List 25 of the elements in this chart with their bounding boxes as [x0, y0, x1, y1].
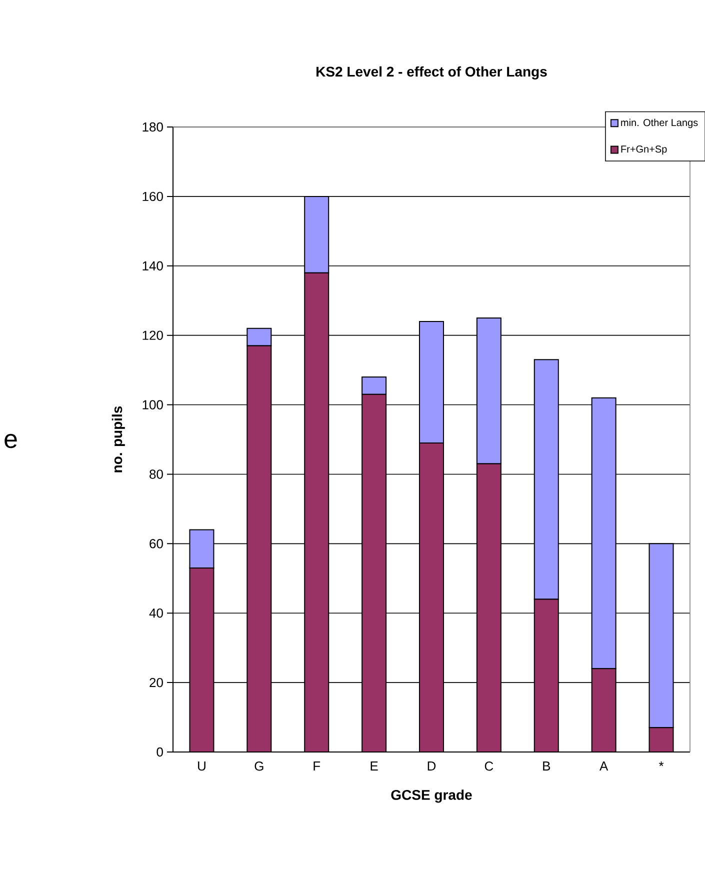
chart-title: KS2 Level 2 - effect of Other Langs [316, 66, 547, 80]
y-tick-label: 0 [156, 747, 163, 757]
x-tick-label: G [254, 762, 264, 771]
x-tick-label: F [313, 762, 320, 770]
y-tick-label: 40 [149, 608, 163, 618]
y-tick-label: 20 [149, 678, 163, 688]
x-tick-label: C [484, 762, 493, 771]
y-tick-label: 180 [142, 122, 163, 132]
y-tick-label: 100 [142, 400, 163, 410]
legend-label: Fr+Gn+Sp [621, 146, 667, 155]
x-tick-label: U [198, 762, 206, 771]
x-tick-label: A [599, 762, 608, 770]
y-tick-label: 80 [149, 470, 163, 479]
y-axis-title: no. pupils [112, 406, 125, 472]
text: e [4, 434, 17, 448]
legend-label: min. Other Langs [620, 118, 698, 128]
y-tick-label: 160 [142, 192, 163, 202]
y-tick-label: 60 [149, 539, 163, 548]
x-tick-label: B [542, 762, 550, 770]
x-axis-title: GCSE grade [390, 790, 472, 803]
x-tick-label: D [428, 762, 436, 770]
y-tick-label: 140 [142, 261, 163, 270]
x-tick-label: * [658, 762, 664, 766]
x-tick-label: E [370, 762, 378, 770]
y-tick-label: 120 [142, 330, 163, 340]
